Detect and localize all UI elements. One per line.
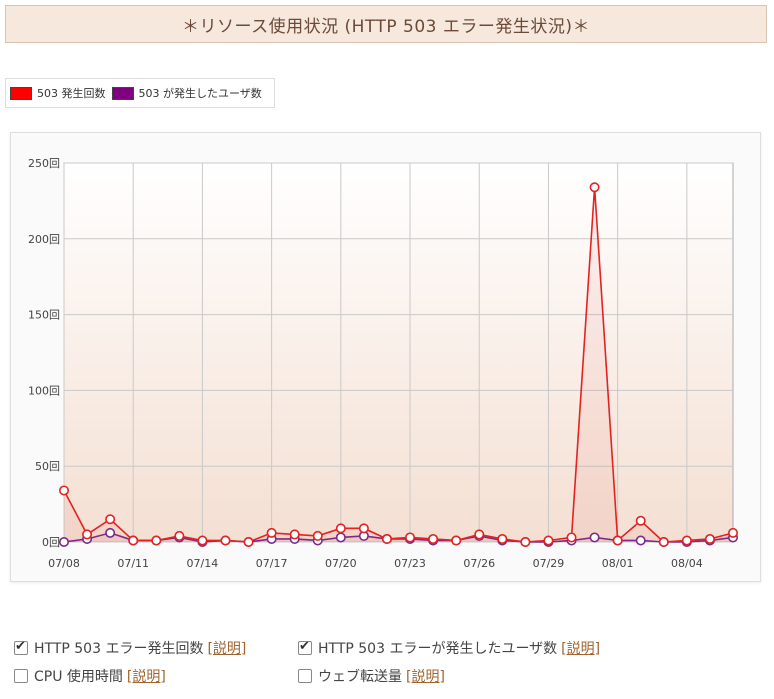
data-point[interactable] — [105, 514, 116, 525]
data-point[interactable] — [335, 532, 346, 543]
x-tick-label: 07/29 — [533, 557, 565, 570]
option-http503-users[interactable]: HTTP 503 エラーが発生したユーザ数 [説明] — [298, 638, 748, 658]
data-point[interactable] — [335, 523, 346, 534]
checkbox-web-transfer[interactable] — [298, 669, 312, 683]
data-point[interactable] — [543, 535, 554, 546]
legend-swatch-users — [111, 86, 134, 100]
x-tick-label: 07/23 — [394, 557, 426, 570]
x-tick-label: 07/14 — [187, 557, 219, 570]
data-point[interactable] — [658, 536, 669, 547]
options-row-1: HTTP 503 エラー発生回数 [説明] HTTP 503 エラーが発生したユ… — [14, 634, 754, 662]
legend-swatch-count — [10, 86, 32, 100]
option-label-cpu-time: CPU 使用時間 — [34, 669, 123, 685]
option-cpu-time[interactable]: CPU 使用時間 [説明] — [14, 666, 298, 686]
data-point[interactable] — [428, 533, 439, 544]
data-point[interactable] — [105, 527, 116, 538]
option-label-http503-users: HTTP 503 エラーが発生したユーザ数 — [318, 641, 558, 657]
data-point[interactable] — [704, 533, 715, 544]
data-point[interactable] — [612, 535, 623, 546]
data-point[interactable] — [58, 485, 69, 496]
help-link-cpu-time[interactable]: [説明] — [126, 669, 166, 685]
data-point[interactable] — [82, 529, 93, 540]
y-tick-label: 50回 — [35, 460, 60, 473]
page-title: ＊リソース使用状況 (HTTP 503 エラー発生状況)＊ — [181, 16, 591, 37]
line-chart: 0回 50回 100回 150回 200回 250回 07/08 07/11 07/14 07/… — [28, 157, 738, 570]
option-label-http503-count: HTTP 503 エラー発生回数 — [34, 641, 204, 657]
checkbox-cpu-time[interactable] — [14, 669, 28, 683]
help-link-web-transfer[interactable]: [説明] — [406, 669, 445, 685]
data-point[interactable] — [128, 535, 139, 546]
data-point[interactable] — [681, 535, 692, 546]
page-title-bar: ＊リソース使用状況 (HTTP 503 エラー発生状況)＊ — [5, 5, 767, 43]
data-point[interactable] — [474, 529, 485, 540]
data-point[interactable] — [358, 523, 369, 534]
y-tick-label: 100回 — [28, 384, 60, 397]
legend-item-users: 503 が発生したユーザ数 — [111, 85, 262, 101]
plot-area — [63, 162, 734, 543]
metric-options: HTTP 503 エラー発生回数 [説明] HTTP 503 エラーが発生したユ… — [14, 634, 754, 690]
help-link-http503-users[interactable]: [説明] — [561, 641, 601, 657]
x-tick-label: 08/01 — [602, 557, 634, 570]
data-point[interactable] — [174, 530, 185, 541]
x-tick-label: 07/11 — [117, 557, 149, 570]
checkbox-http503-count[interactable] — [14, 639, 28, 655]
data-point[interactable] — [566, 532, 577, 543]
y-tick-label: 250回 — [28, 157, 60, 170]
legend-item-count: 503 発生回数 — [10, 85, 106, 101]
data-point[interactable] — [589, 182, 600, 193]
x-tick-label: 08/04 — [671, 557, 703, 570]
data-point[interactable] — [58, 536, 69, 547]
options-row-2: CPU 使用時間 [説明] ウェブ転送量 [説明] — [14, 662, 754, 690]
data-point[interactable] — [243, 536, 254, 547]
y-tick-label: 0回 — [42, 536, 60, 549]
data-point[interactable] — [220, 535, 231, 546]
x-tick-label: 07/17 — [256, 557, 288, 570]
data-point[interactable] — [405, 532, 416, 543]
chart-panel: 0回 50回 100回 150回 200回 250回 07/08 07/11 07/14 07/… — [10, 132, 761, 582]
series-area — [64, 187, 733, 543]
legend-label-count: 503 発生回数 — [37, 87, 106, 100]
data-point[interactable] — [289, 529, 300, 540]
y-tick-label: 150回 — [28, 309, 60, 322]
data-point[interactable] — [520, 536, 531, 547]
data-point[interactable] — [197, 535, 208, 546]
data-point[interactable] — [381, 533, 392, 544]
data-point[interactable] — [312, 530, 323, 541]
data-point[interactable] — [635, 515, 646, 526]
y-tick-label: 200回 — [28, 233, 60, 246]
legend-label-users: 503 が発生したユーザ数 — [138, 87, 262, 100]
data-point[interactable] — [635, 535, 646, 546]
data-point[interactable] — [451, 535, 462, 546]
data-point[interactable] — [727, 527, 738, 538]
x-tick-label: 07/26 — [463, 557, 495, 570]
x-tick-label: 07/08 — [48, 557, 80, 570]
data-point[interactable] — [266, 527, 277, 538]
option-web-transfer[interactable]: ウェブ転送量 [説明] — [298, 666, 748, 686]
option-label-web-transfer: ウェブ転送量 — [318, 669, 402, 685]
chart-legend: 503 発生回数 503 が発生したユーザ数 — [5, 78, 275, 108]
help-link-http503-count[interactable]: [説明] — [207, 641, 247, 657]
data-point[interactable] — [589, 532, 600, 543]
checkbox-http503-users[interactable] — [298, 639, 312, 655]
option-http503-count[interactable]: HTTP 503 エラー発生回数 [説明] — [14, 638, 298, 658]
data-point[interactable] — [151, 535, 162, 546]
x-tick-label: 07/20 — [325, 557, 357, 570]
data-point[interactable] — [497, 533, 508, 544]
